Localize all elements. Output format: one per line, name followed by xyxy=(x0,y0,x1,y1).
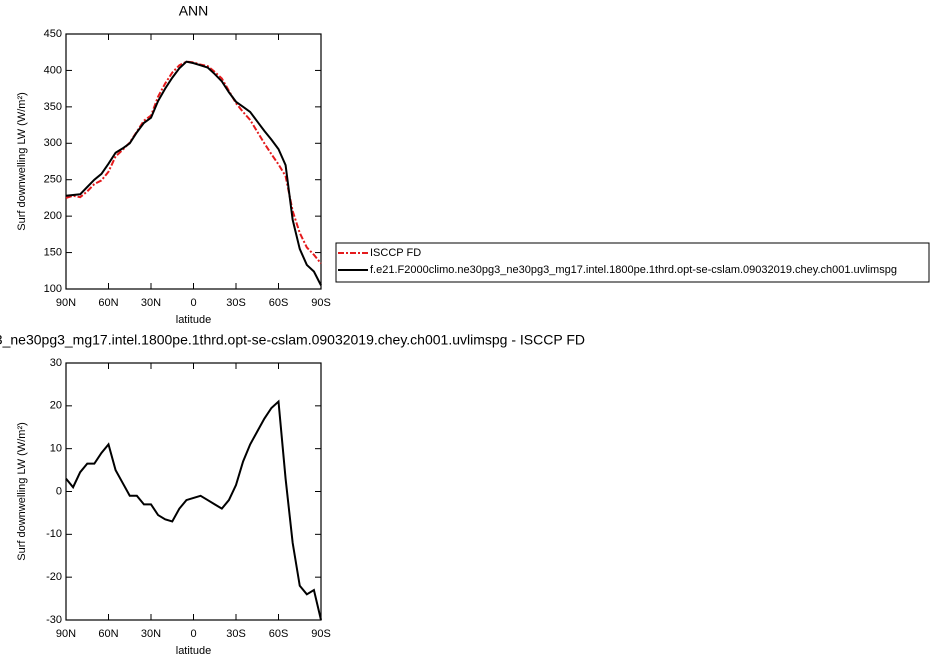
x-tick-label: 90N xyxy=(56,297,76,309)
y-tick-label: 450 xyxy=(44,28,62,40)
x-tick-label: 90S xyxy=(311,628,331,640)
y-tick-label: 150 xyxy=(44,246,62,258)
x-tick-label: 30S xyxy=(226,297,246,309)
y-tick-label: 20 xyxy=(50,400,62,412)
y-tick-label: 300 xyxy=(44,137,62,149)
x-axis-label: latitude xyxy=(176,645,211,657)
plot-frame xyxy=(65,362,322,621)
legend-label: ISCCP FD xyxy=(370,247,421,259)
y-tick-label: 400 xyxy=(44,64,62,76)
y-tick-label: 350 xyxy=(44,101,62,113)
data-line xyxy=(65,60,322,286)
x-tick-label: 90N xyxy=(56,628,76,640)
y-tick-label: -30 xyxy=(46,614,62,626)
y-tick-label: -10 xyxy=(46,528,62,540)
y-tick-label: 100 xyxy=(44,283,62,295)
x-tick-label: 60S xyxy=(269,628,289,640)
y-axis-label: Surf downwelling LW (W/m²) xyxy=(16,422,28,561)
y-tick-label: 250 xyxy=(44,174,62,186)
x-tick-label: 90S xyxy=(311,297,331,309)
y-tick-label: 10 xyxy=(50,443,62,455)
chart-title: ANN xyxy=(179,3,209,19)
x-tick-label: 60N xyxy=(98,297,118,309)
legend-label: f.e21.F2000climo.ne30pg3_ne30pg3_mg17.in… xyxy=(370,264,897,276)
x-tick-label: 60N xyxy=(98,628,118,640)
data-line xyxy=(65,60,322,265)
x-tick-label: 30N xyxy=(141,297,161,309)
x-tick-label: 30N xyxy=(141,628,161,640)
y-axis-label: Surf downwelling LW (W/m²) xyxy=(16,92,28,231)
x-tick-label: 0 xyxy=(190,628,196,640)
data-line xyxy=(65,399,322,621)
y-tick-label: -20 xyxy=(46,571,62,583)
y-tick-label: 200 xyxy=(44,210,62,222)
x-tick-label: 0 xyxy=(190,297,196,309)
plot-frame xyxy=(65,33,322,290)
x-tick-label: 30S xyxy=(226,628,246,640)
legend-box xyxy=(335,242,930,283)
y-tick-label: 0 xyxy=(56,485,62,497)
x-axis-label: latitude xyxy=(176,314,211,326)
chart-title: f.e21.F2000climo.ne30pg3_ne30pg3_mg17.in… xyxy=(0,332,585,348)
x-tick-label: 60S xyxy=(269,297,289,309)
y-tick-label: 30 xyxy=(50,357,62,369)
